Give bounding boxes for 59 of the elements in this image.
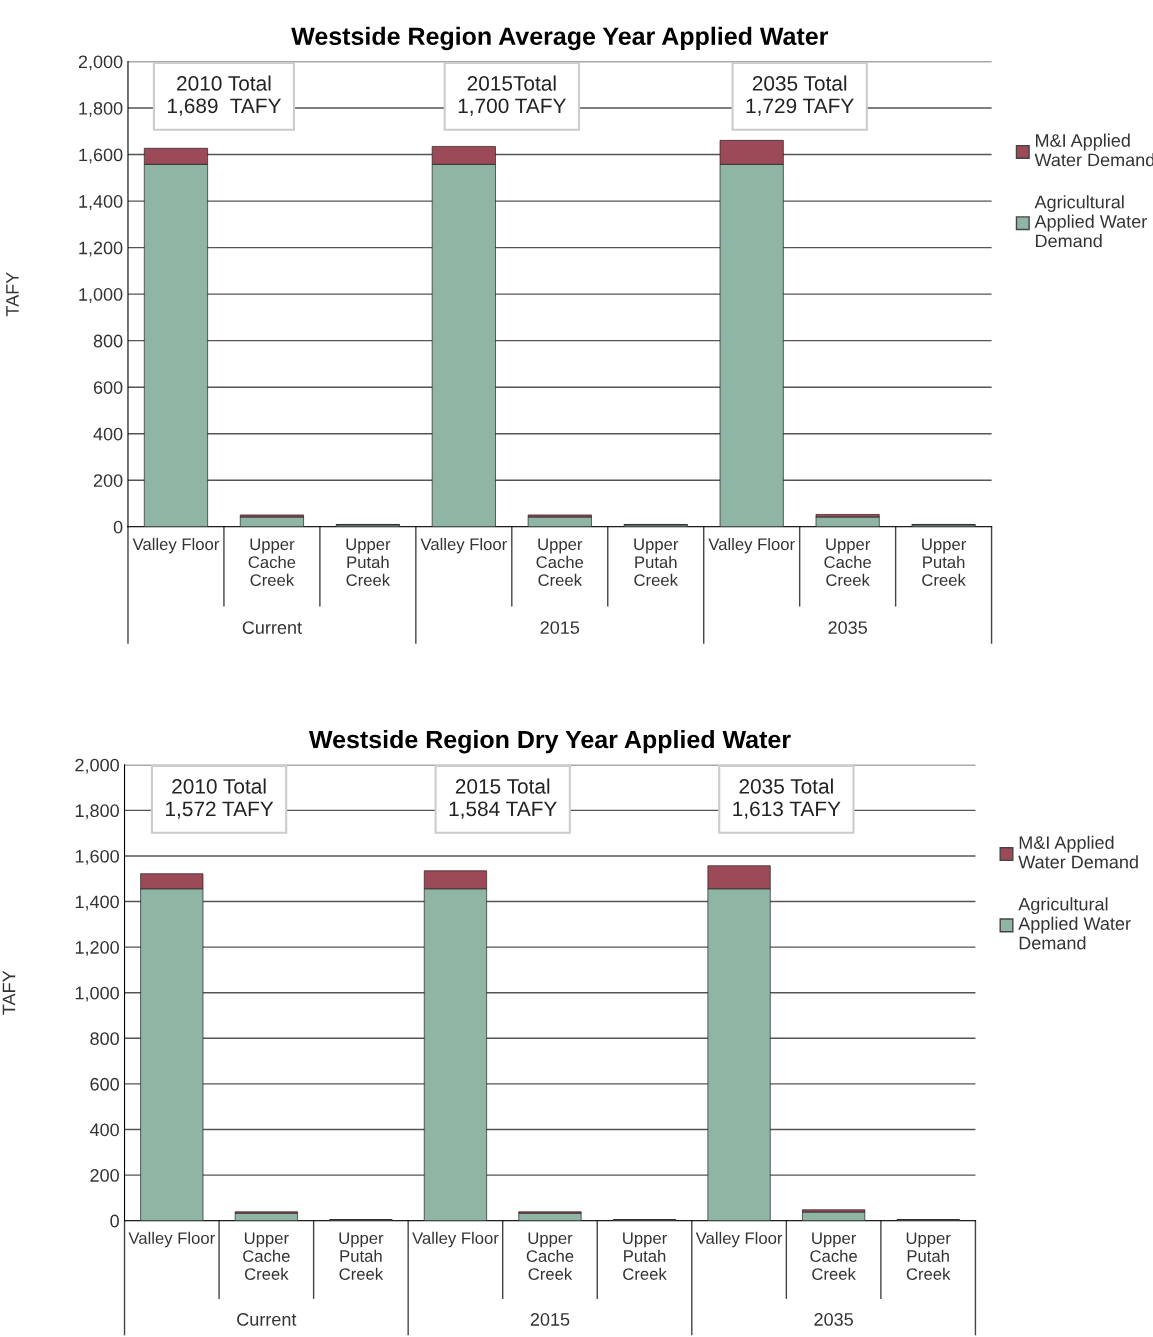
annotation: 2010 Total 1,689 TAFY: [168, 75, 282, 116]
x-tick-label: Valley Floor: [132, 537, 220, 554]
x-tick-label: Upper Putah Creek: [623, 1232, 667, 1280]
y-tick-label: 1,000: [75, 986, 119, 1002]
x-tick-label: Upper Cache Creek: [810, 1232, 857, 1280]
y-tick-label: 0: [113, 520, 123, 534]
x-tick-label: Valley Floor: [128, 1231, 215, 1248]
x-tick-label: Upper Putah Creek: [339, 1232, 384, 1280]
x-tick-label: Upper Cache Creek: [243, 1232, 290, 1280]
y-tick-label: 1,400: [79, 195, 123, 210]
annotation: 2035 Total 1,613 TAFY: [733, 778, 841, 819]
text: Current: [237, 1313, 297, 1326]
text: 2035: [828, 621, 867, 634]
x-tick-label: Upper Cache Creek: [248, 538, 296, 587]
y-tick-label: 200: [93, 474, 123, 487]
y-tick-label: 1,000: [79, 288, 123, 303]
x-tick-label: Valley Floor: [420, 537, 507, 554]
text: Current: [242, 621, 302, 634]
x-tick-label: Upper Cache Creek: [536, 538, 584, 587]
legend-label: Agricultural Applied Water Demand: [1034, 195, 1147, 248]
chart-title: Westside Region Average Year Applied Water: [291, 26, 829, 51]
y-tick-label: 400: [89, 1123, 119, 1137]
x-tick-label: Upper Putah Creek: [346, 538, 391, 587]
text: 2015: [540, 621, 580, 634]
y-tick-label: 1,200: [75, 941, 119, 956]
y-axis-title: TAFY: [6, 272, 19, 317]
y-tick-label: 600: [90, 1077, 119, 1091]
y-tick-label: 600: [93, 381, 123, 394]
y-axis-title: TAFY: [2, 970, 16, 1015]
legend-label: M&I Applied Water Demand: [1018, 835, 1138, 869]
x-tick-label: Upper Cache Creek: [526, 1232, 574, 1280]
x-tick-label: Valley Floor: [708, 537, 795, 554]
y-tick-label: 0: [110, 1214, 119, 1228]
legend-label: Agricultural Applied Water Demand: [1018, 897, 1131, 950]
y-tick-label: 1,600: [75, 849, 119, 865]
annotation: 2015 Total 1,584 TAFY: [449, 778, 557, 819]
y-tick-label: 2,000: [78, 55, 123, 71]
y-tick-label: 1,200: [79, 241, 123, 257]
x-tick-label: Valley Floor: [412, 1231, 499, 1248]
x-tick-label: Upper Cache Creek: [824, 538, 871, 587]
y-tick-label: 800: [90, 1032, 119, 1046]
y-tick-label: 200: [90, 1169, 119, 1182]
x-tick-label: Upper Putah Creek: [634, 538, 679, 587]
x-tick-label: Upper Putah Creek: [922, 538, 967, 587]
y-tick-label: 1,600: [79, 148, 123, 164]
text: 2035: [814, 1313, 853, 1326]
y-tick-label: 1,800: [79, 101, 123, 117]
x-tick-label: Upper Putah Creek: [906, 1232, 951, 1280]
annotation: 2035 Total 1,729 TAFY: [746, 75, 854, 116]
x-tick-label: Valley Floor: [695, 1231, 783, 1248]
y-tick-label: 2,000: [75, 758, 119, 774]
y-tick-label: 1,400: [75, 895, 119, 911]
chart-title: Westside Region Dry Year Applied Water: [308, 729, 791, 754]
y-tick-label: 400: [93, 427, 123, 441]
y-tick-label: 800: [93, 334, 123, 348]
annotation: 2015Total 1,700 TAFY: [458, 75, 566, 116]
annotation: 2010 Total 1,572 TAFY: [166, 778, 274, 819]
text: 2015: [530, 1313, 570, 1326]
y-tick-label: 1,800: [75, 804, 119, 820]
